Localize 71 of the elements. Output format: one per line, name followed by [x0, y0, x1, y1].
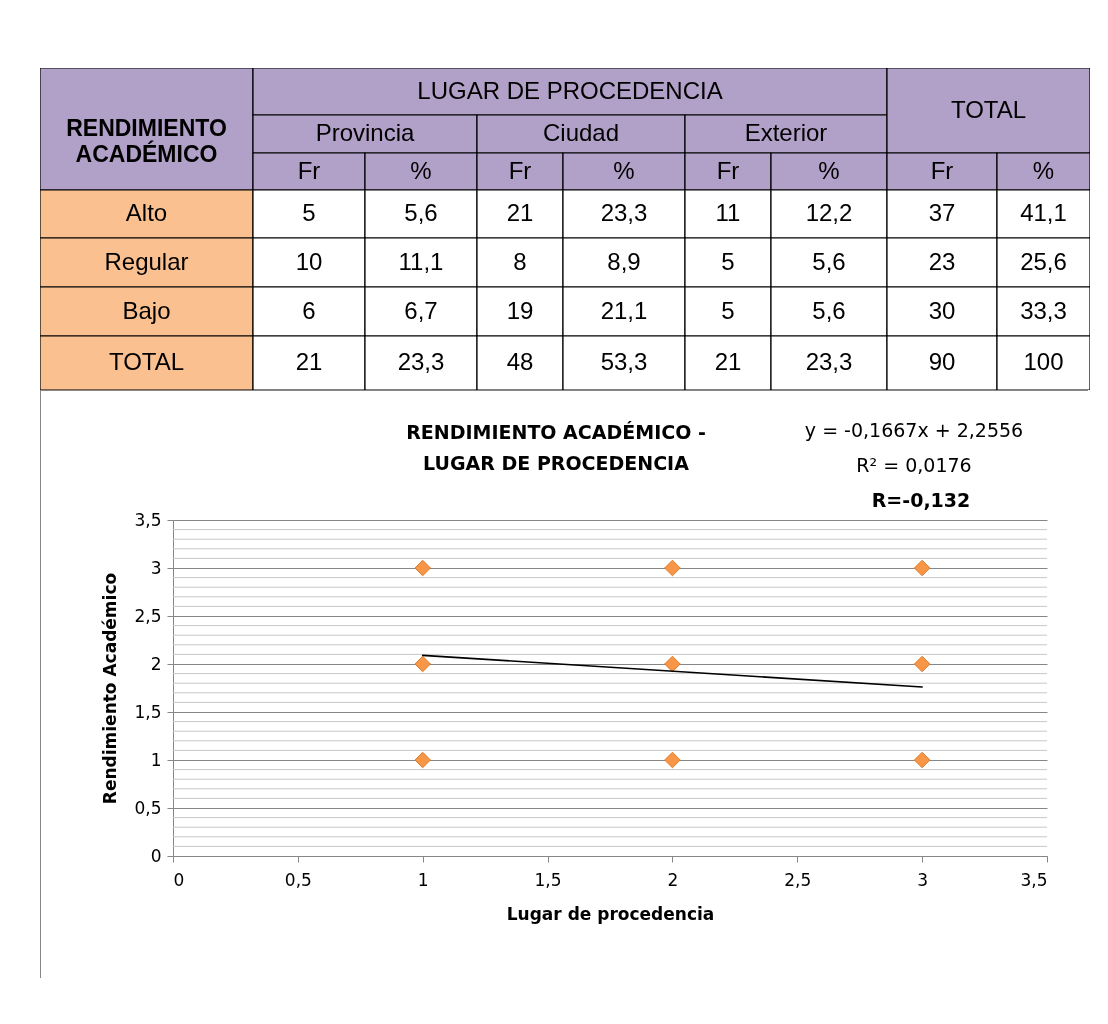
data-label: 23,3: [397, 348, 445, 375]
data-label: 5,6: [404, 199, 438, 226]
y-tick-label: 0,5: [134, 797, 162, 818]
data-label: 21,1: [600, 296, 648, 324]
data-label: 23,3: [805, 348, 853, 375]
y-tick-label: Bajo: [122, 296, 171, 324]
data-label: 10: [295, 247, 323, 275]
data-label: 8,9: [607, 247, 641, 275]
data-label: 11,1: [398, 247, 444, 275]
data-label: 23: [928, 247, 956, 275]
x-tick-label: 3,5: [1020, 869, 1048, 890]
x-axis-title: Lugar de procedencia: [506, 903, 715, 924]
x-tick-label: Fr: [508, 156, 532, 184]
x-tick-label: %: [818, 156, 840, 184]
data-label: 5,6: [812, 247, 846, 275]
text: TOTAL: [950, 95, 1027, 123]
text: Provincia: [315, 119, 415, 146]
data-label: 90: [928, 348, 956, 375]
data-label: 53,3: [600, 348, 648, 375]
data-label: 41,1: [1020, 199, 1067, 226]
x-tick-label: %: [410, 156, 432, 184]
text: R² = 0,0176: [856, 454, 972, 476]
y-axis-title: RENDIMIENTO ACADÉMICO: [66, 115, 227, 167]
x-tick-label: 1: [417, 869, 429, 890]
data-label: 5: [302, 199, 316, 226]
chart-title: RENDIMIENTO ACADÉMICO - LUGAR DE PROCEDENCIA: [406, 421, 706, 474]
text: y = -0,1667x + 2,2556: [804, 419, 1024, 441]
data-label: 8: [513, 247, 527, 275]
data-label: 37: [928, 199, 956, 226]
data-label: 6,7: [404, 296, 438, 324]
data-label: 25,6: [1020, 247, 1067, 275]
data-label: 23,3: [600, 199, 648, 226]
data-label: 21: [295, 348, 323, 375]
x-tick-label: 2,5: [784, 869, 812, 890]
data-label: 33,3: [1020, 296, 1067, 324]
data-label: 19: [506, 296, 534, 324]
data-label: 5: [721, 296, 735, 324]
data-label: 5,6: [812, 296, 846, 324]
data-label: 48: [506, 348, 534, 375]
y-tick-label: TOTAL: [108, 348, 185, 375]
x-tick-label: %: [1032, 156, 1055, 184]
data-label: 5: [721, 247, 735, 275]
data-label: 12,2: [805, 199, 853, 226]
text: R=-0,132: [871, 489, 971, 511]
data-label: 21: [714, 348, 742, 375]
x-tick-label: %: [613, 156, 635, 184]
x-tick-label: Fr: [716, 156, 740, 184]
x-tick-label: 1,5: [534, 869, 562, 890]
x-axis-title: LUGAR DE PROCEDENCIA: [417, 76, 723, 104]
y-tick-label: 1: [150, 749, 162, 770]
y-tick-label: 1,5: [134, 701, 162, 722]
y-tick-label: 3: [150, 557, 162, 578]
y-tick-label: 2: [150, 653, 162, 674]
x-tick-label: Fr: [930, 156, 954, 184]
y-axis-title: Rendimiento Académico: [100, 572, 121, 805]
y-tick-label: 0: [150, 845, 162, 866]
y-tick-label: Regular: [104, 247, 189, 275]
x-tick-label: 3: [917, 869, 929, 890]
x-tick-label: 2: [667, 869, 679, 890]
data-label: 100: [1023, 348, 1064, 375]
text: Exterior: [744, 119, 828, 146]
data-label: 11: [715, 199, 741, 226]
y-tick-label: Alto: [125, 199, 168, 226]
y-tick-label: 3,5: [134, 509, 162, 530]
data-label: 21: [506, 199, 534, 226]
data-label: 30: [928, 296, 956, 324]
y-tick-label: 2,5: [134, 605, 162, 626]
text: Ciudad: [542, 119, 620, 146]
data-label: 6: [302, 296, 316, 324]
x-tick-label: 0,5: [284, 869, 312, 890]
x-tick-label: Fr: [297, 156, 321, 184]
